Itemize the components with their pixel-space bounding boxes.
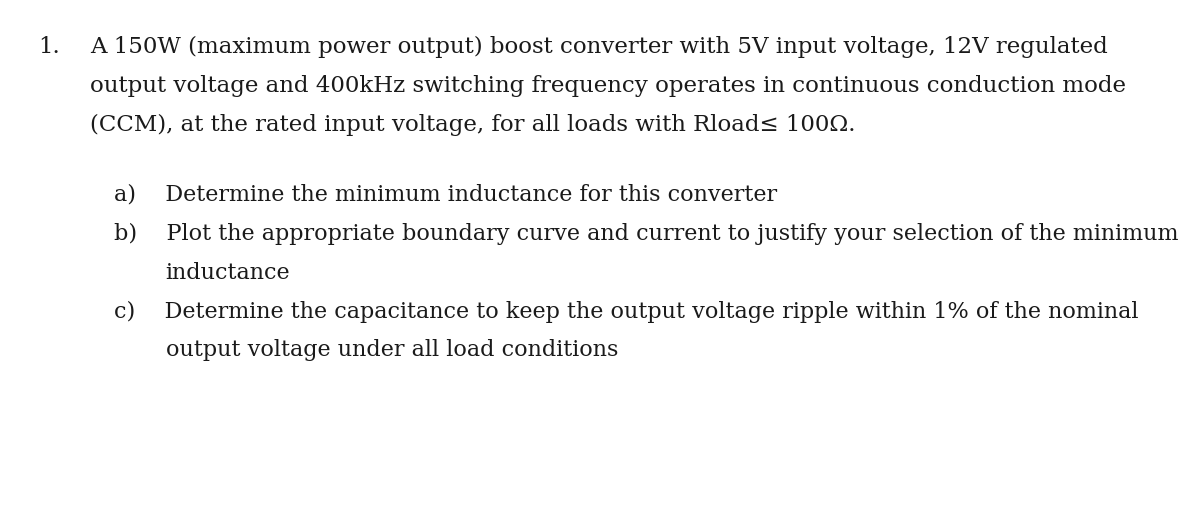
Text: 1.: 1. [38, 36, 60, 58]
Text: b)  Plot the appropriate boundary curve and current to justify your selection of: b) Plot the appropriate boundary curve a… [114, 223, 1178, 245]
Text: (CCM), at the rated input voltage, for all loads with Rload≤ 100Ω.: (CCM), at the rated input voltage, for a… [90, 114, 856, 136]
Text: inductance: inductance [166, 262, 290, 283]
Text: A 150W (maximum power output) boost converter with 5V input voltage, 12V regulat: A 150W (maximum power output) boost conv… [90, 36, 1108, 59]
Text: a)  Determine the minimum inductance for this converter: a) Determine the minimum inductance for … [114, 184, 778, 206]
Text: c)  Determine the capacitance to keep the output voltage ripple within 1% of the: c) Determine the capacitance to keep the… [114, 300, 1139, 323]
Text: output voltage under all load conditions: output voltage under all load conditions [166, 339, 618, 361]
Text: output voltage and 400kHz switching frequency operates in continuous conduction : output voltage and 400kHz switching freq… [90, 75, 1126, 97]
